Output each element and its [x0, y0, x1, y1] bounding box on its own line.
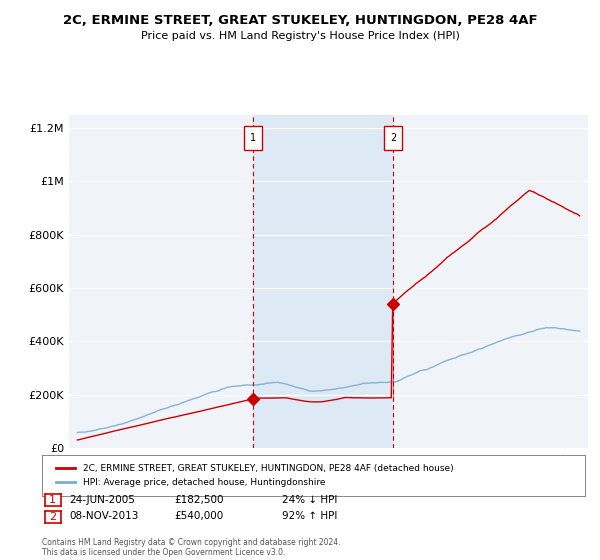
- Text: 1: 1: [250, 133, 256, 143]
- Text: Contains HM Land Registry data © Crown copyright and database right 2024.
This d: Contains HM Land Registry data © Crown c…: [42, 538, 341, 557]
- Text: 08-NOV-2013: 08-NOV-2013: [69, 511, 139, 521]
- Text: 24-JUN-2005: 24-JUN-2005: [69, 494, 135, 505]
- Text: 92% ↑ HPI: 92% ↑ HPI: [282, 511, 337, 521]
- Text: 2: 2: [390, 133, 396, 143]
- Text: 2: 2: [49, 512, 56, 522]
- Text: £540,000: £540,000: [174, 511, 223, 521]
- Text: Price paid vs. HM Land Registry's House Price Index (HPI): Price paid vs. HM Land Registry's House …: [140, 31, 460, 41]
- FancyBboxPatch shape: [384, 127, 402, 150]
- Text: 1: 1: [49, 495, 56, 505]
- Bar: [253, 115, 393, 448]
- Legend: 2C, ERMINE STREET, GREAT STUKELEY, HUNTINGDON, PE28 4AF (detached house), HPI: A: 2C, ERMINE STREET, GREAT STUKELEY, HUNTI…: [52, 460, 457, 491]
- Text: £182,500: £182,500: [174, 494, 223, 505]
- FancyBboxPatch shape: [244, 127, 262, 150]
- Text: 24% ↓ HPI: 24% ↓ HPI: [282, 494, 337, 505]
- Text: 2C, ERMINE STREET, GREAT STUKELEY, HUNTINGDON, PE28 4AF: 2C, ERMINE STREET, GREAT STUKELEY, HUNTI…: [62, 14, 538, 27]
